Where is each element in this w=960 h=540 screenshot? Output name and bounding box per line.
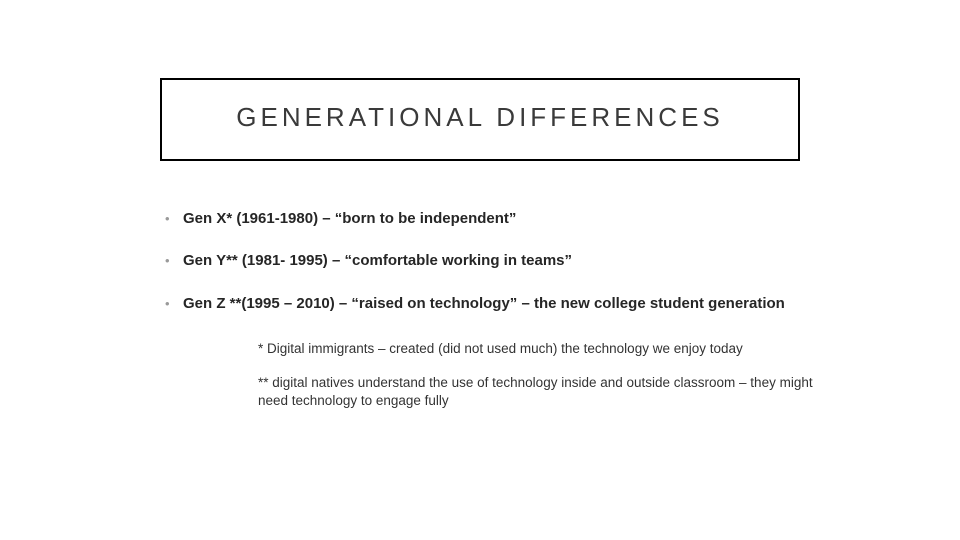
bullet-marker-icon: • (165, 251, 171, 271)
bullet-marker-icon: • (165, 294, 171, 314)
list-item: • Gen X* (1961-1980) – “born to be indep… (165, 209, 805, 229)
bullet-text: Gen Y** (1981- 1995) – “comfortable work… (183, 251, 572, 271)
slide: GENERATIONAL DIFFERENCES • Gen X* (1961-… (0, 0, 960, 540)
bullet-marker-icon: • (165, 209, 171, 229)
footnote-text: * Digital immigrants – created (did not … (258, 340, 818, 358)
bullet-text: Gen X* (1961-1980) – “born to be indepen… (183, 209, 516, 229)
slide-title: GENERATIONAL DIFFERENCES (172, 102, 788, 133)
title-box: GENERATIONAL DIFFERENCES (160, 78, 800, 161)
footnote-block: * Digital immigrants – created (did not … (258, 340, 818, 411)
bullet-text: Gen Z **(1995 – 2010) – “raised on techn… (183, 294, 785, 314)
footnote-text: ** digital natives understand the use of… (258, 374, 818, 410)
list-item: • Gen Y** (1981- 1995) – “comfortable wo… (165, 251, 805, 271)
bullet-list: • Gen X* (1961-1980) – “born to be indep… (165, 209, 805, 314)
list-item: • Gen Z **(1995 – 2010) – “raised on tec… (165, 294, 805, 314)
